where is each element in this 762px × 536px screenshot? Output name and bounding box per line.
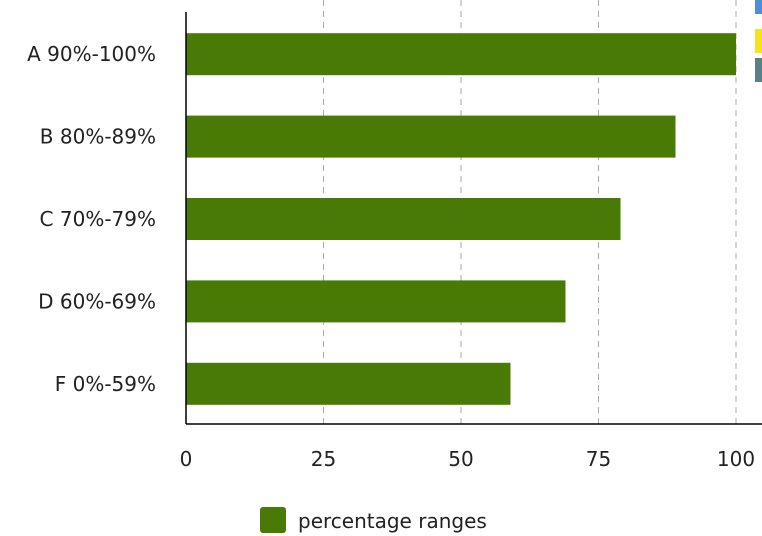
x-tick-0: 0 [180, 447, 193, 471]
x-tick-75: 75 [586, 447, 611, 471]
partial-legend-swatch-2 [755, 29, 762, 53]
category-label-3: C 70%-79% [40, 207, 156, 231]
legend-swatch [260, 507, 286, 533]
x-tick-50: 50 [448, 447, 473, 471]
legend-label: percentage ranges [298, 509, 487, 533]
x-tick-25: 25 [311, 447, 336, 471]
x-tick-100: 100 [717, 447, 755, 471]
category-labels: A 90%-100% B 80%-89% C 70%-79% D 60%-69% F 0… [27, 42, 156, 396]
category-label-1: A 90%-100% [27, 42, 156, 66]
bar-1 [186, 33, 736, 76]
partial-legend-swatches [755, 0, 762, 82]
legend: percentage ranges [260, 507, 487, 533]
bar-2 [186, 115, 676, 158]
category-label-5: F 0%-59% [55, 372, 156, 396]
bar-4 [186, 280, 566, 323]
category-label-4: D 60%-69% [38, 289, 156, 313]
partial-legend-swatch-1 [755, 0, 762, 14]
bars [186, 33, 736, 405]
category-label-2: B 80%-89% [40, 125, 156, 149]
partial-legend-swatch-3 [755, 58, 762, 82]
x-tick-labels: 0 25 50 75 100 [180, 447, 755, 471]
bar-5 [186, 362, 511, 405]
bar-3 [186, 198, 621, 240]
